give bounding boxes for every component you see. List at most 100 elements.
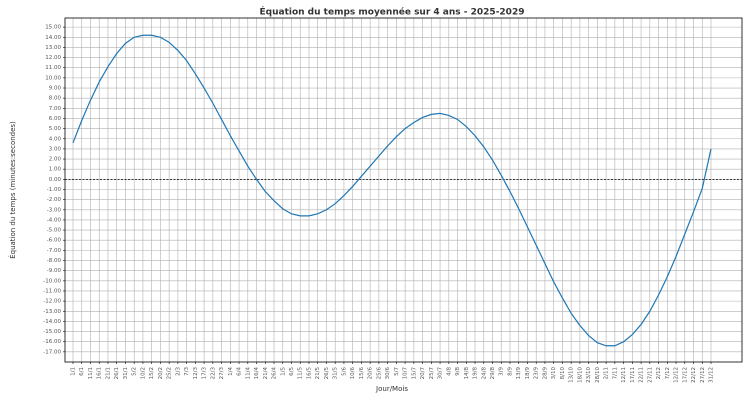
x-tick-label: 3/10 (551, 367, 557, 380)
y-tick-label: -4.00 (47, 217, 62, 223)
y-axis-label: Équation du temps (minutes:secondes) (8, 121, 17, 259)
x-tick-label: 21/4 (263, 367, 269, 380)
y-tick-label: -12.00 (43, 299, 61, 305)
x-tick-label: 31/12 (709, 367, 715, 383)
x-tick-label: 23/10 (586, 367, 592, 383)
line-series (72, 34, 712, 347)
x-tick-label: 12/12 (674, 367, 680, 383)
x-tick-label: 5/6 (341, 367, 347, 376)
x-tick-label: 16/4 (254, 367, 260, 380)
x-tick-label: 15/6 (359, 367, 365, 380)
x-tick-label: 30/6 (385, 367, 391, 380)
x-tick-label: 2/11 (604, 367, 610, 379)
x-tick-label: 2/3 (175, 367, 181, 376)
x-tick-label: 26/1 (114, 367, 120, 379)
y-tick-label: -14.00 (43, 319, 61, 325)
x-tick-label: 7/3 (184, 367, 190, 376)
x-tick-label: 18/10 (577, 367, 583, 383)
y-tick-label: -2.00 (47, 197, 62, 203)
x-tick-label: 1/4 (228, 367, 234, 376)
x-tick-label: 26/4 (272, 367, 278, 380)
y-tick-label: -7.00 (47, 248, 62, 254)
y-tick-label: -10.00 (43, 278, 61, 284)
x-tick-label: 5/2 (132, 367, 138, 376)
y-tick-label: 7.00 (49, 106, 62, 112)
x-tick-label: 17/11 (630, 367, 636, 383)
x-tick-label: 12/11 (621, 367, 627, 383)
x-tick-label: 11/1 (88, 367, 94, 379)
y-tick-label: -6.00 (47, 238, 62, 244)
y-tick-label: 15.00 (45, 25, 61, 31)
x-tick-label: 22/11 (639, 367, 645, 383)
plot-frame (64, 17, 743, 363)
y-tick-label: 6.00 (49, 116, 62, 122)
x-tick-label: 4/8 (446, 367, 452, 376)
y-tick-label: -13.00 (43, 309, 61, 315)
x-tick-label: 6/1 (79, 367, 85, 376)
x-tick-label: 3/9 (499, 367, 505, 376)
x-tick-label: 26/5 (324, 367, 330, 380)
x-tick-label: 25/2 (167, 367, 173, 379)
x-tick-label: 15/7 (411, 367, 417, 380)
x-tick-label: 27/3 (219, 367, 225, 380)
x-tick-label: 11/5 (298, 367, 304, 380)
x-tick-label: 8/9 (507, 367, 513, 376)
x-tick-label: 31/1 (123, 367, 129, 379)
x-tick-label: 6/5 (289, 367, 295, 376)
y-tick-label: -5.00 (47, 228, 62, 234)
x-tick-label: 21/1 (105, 367, 111, 379)
x-tick-label: 21/5 (315, 367, 321, 380)
x-axis-label: Jour/Mois (375, 385, 408, 393)
x-tick-label: 13/9 (516, 367, 522, 380)
y-tick-label: -16.00 (43, 339, 61, 345)
x-tick-label: 7/11 (612, 367, 618, 379)
x-tick-label: 19/8 (473, 367, 479, 380)
x-tick-label: 20/2 (158, 367, 164, 379)
y-tick-label: -1.00 (47, 187, 62, 193)
x-tick-label: 1/1 (71, 367, 77, 376)
y-tick-label: 11.00 (45, 65, 61, 71)
x-tick-label: 16/5 (306, 367, 312, 380)
x-tick-label: 31/5 (333, 367, 339, 380)
x-tick-label: 27/11 (647, 367, 653, 383)
grid (65, 18, 742, 362)
x-tick-label: 12/3 (193, 367, 199, 380)
x-tick-label: 9/8 (455, 367, 461, 376)
x-tick-label: 28/9 (542, 367, 548, 380)
y-tick-label: -11.00 (43, 288, 61, 294)
y-tick-label: 3.00 (49, 146, 62, 152)
x-tick-label: 14/8 (464, 367, 470, 380)
x-tick-label: 6/4 (237, 367, 243, 376)
x-tick-label: 15/2 (149, 367, 155, 379)
x-tick-label: 20/6 (368, 367, 374, 380)
x-tick-label: 25/7 (429, 367, 435, 380)
x-tick-label: 2/12 (656, 367, 662, 379)
x-tick-label: 28/10 (595, 367, 601, 383)
x-tick-label: 20/7 (420, 367, 426, 380)
x-tick-label: 18/9 (525, 367, 531, 380)
chart-title: Équation du temps moyennée sur 4 ans - 2… (260, 6, 525, 18)
x-tick-label: 29/8 (490, 367, 496, 380)
x-tick-label: 23/9 (534, 367, 540, 380)
y-tick-label: -9.00 (47, 268, 62, 274)
y-tick-label: 9.00 (49, 86, 62, 92)
x-tick-label: 24/8 (481, 367, 487, 380)
x-tick-label: 5/7 (394, 367, 400, 376)
x-tick-label: 8/10 (560, 367, 566, 380)
x-tick-label: 25/6 (376, 367, 382, 380)
x-tick-label: 13/10 (569, 367, 575, 383)
x-tick-label: 27/12 (700, 367, 706, 383)
y-tick-label: 4.00 (49, 136, 62, 142)
y-tick-label: 14.00 (45, 35, 61, 41)
x-tick-label: 17/3 (202, 367, 208, 380)
y-tick-label: -17.00 (43, 349, 61, 355)
y-tick-label: -15.00 (43, 329, 61, 335)
x-tick-label: 22/3 (210, 367, 216, 380)
y-tick-label: 13.00 (45, 45, 61, 51)
y-tick-label: 12.00 (45, 55, 61, 61)
y-tick-label: 1.00 (49, 167, 62, 173)
y-tick-label: 0.00 (49, 177, 62, 183)
x-tick-label: 1/5 (280, 367, 286, 376)
